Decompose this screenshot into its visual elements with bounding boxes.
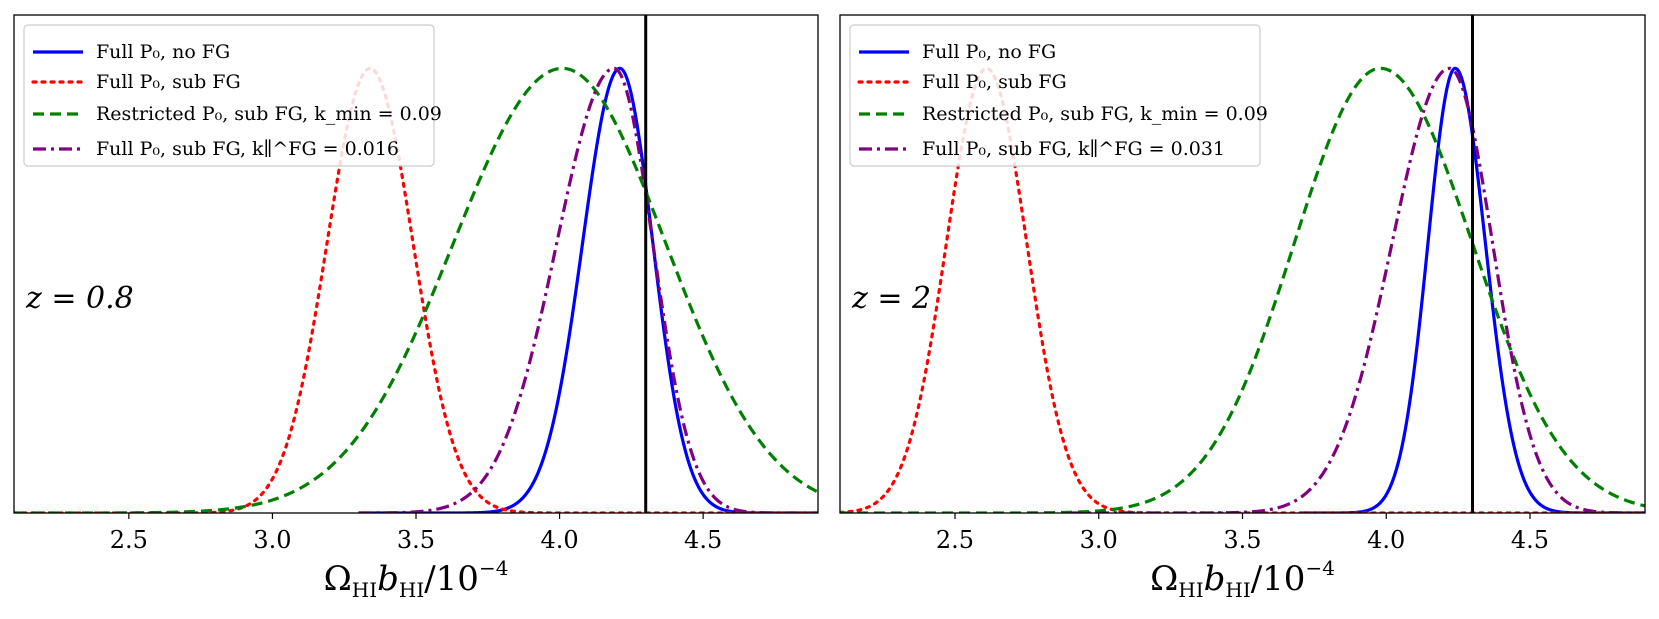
x-tick-label: 3.0	[253, 526, 291, 554]
legend-label-2: Full P₀, sub FG	[96, 71, 241, 93]
legend-label-4: Full P₀, sub FG, k∥^FG = 0.016	[96, 138, 399, 160]
legend-label-3: Restricted P₀, sub FG, k_min = 0.09	[922, 103, 1268, 125]
redshift-annotation: z = 0.8	[25, 281, 134, 316]
x-tick-label: 3.5	[397, 526, 435, 554]
legend-label-1: Full P₀, no FG	[96, 41, 230, 63]
legend-label-1: Full P₀, no FG	[922, 41, 1056, 63]
legend: Full P₀, no FG Full P₀, sub FG Restricted …	[849, 24, 1268, 167]
series-line-3	[840, 66, 1645, 513]
x-axis-label: ΩHIbHI/10−4	[324, 556, 509, 602]
series-line-3	[14, 66, 818, 513]
legend-box	[849, 24, 1261, 167]
x-tick-label: 3.0	[1080, 526, 1118, 554]
x-tick-label: 4.0	[540, 526, 578, 554]
x-tick-label: 4.0	[1367, 526, 1405, 554]
legend-label-3: Restricted P₀, sub FG, k_min = 0.09	[96, 103, 442, 125]
panel-1: 2.5 3.0 3.5 4.0 4.5 ΩHIbHI/10−4 z = 0.8 Full P₀…	[13, 14, 819, 602]
panel-2: 2.5 3.0 3.5 4.0 4.5 ΩHIbHI/10−4 z = 2 Full P₀, …	[839, 14, 1646, 602]
series-line-4	[358, 66, 818, 513]
x-tick-label: 4.5	[684, 526, 722, 554]
x-tick-label: 2.5	[110, 526, 148, 554]
x-tick-label: 3.5	[1223, 526, 1261, 554]
legend-label-4: Full P₀, sub FG, k∥^FG = 0.031	[922, 138, 1225, 160]
x-tick-label: 2.5	[936, 526, 974, 554]
legend: Full P₀, no FG Full P₀, sub FG Restricted …	[23, 24, 442, 167]
series-line-4	[1070, 66, 1645, 513]
legend-box	[23, 24, 435, 167]
redshift-annotation: z = 2	[851, 281, 931, 316]
x-tick-label: 4.5	[1511, 526, 1549, 554]
legend-label-2: Full P₀, sub FG	[922, 71, 1067, 93]
x-axis-label: ΩHIbHI/10−4	[1150, 556, 1335, 602]
